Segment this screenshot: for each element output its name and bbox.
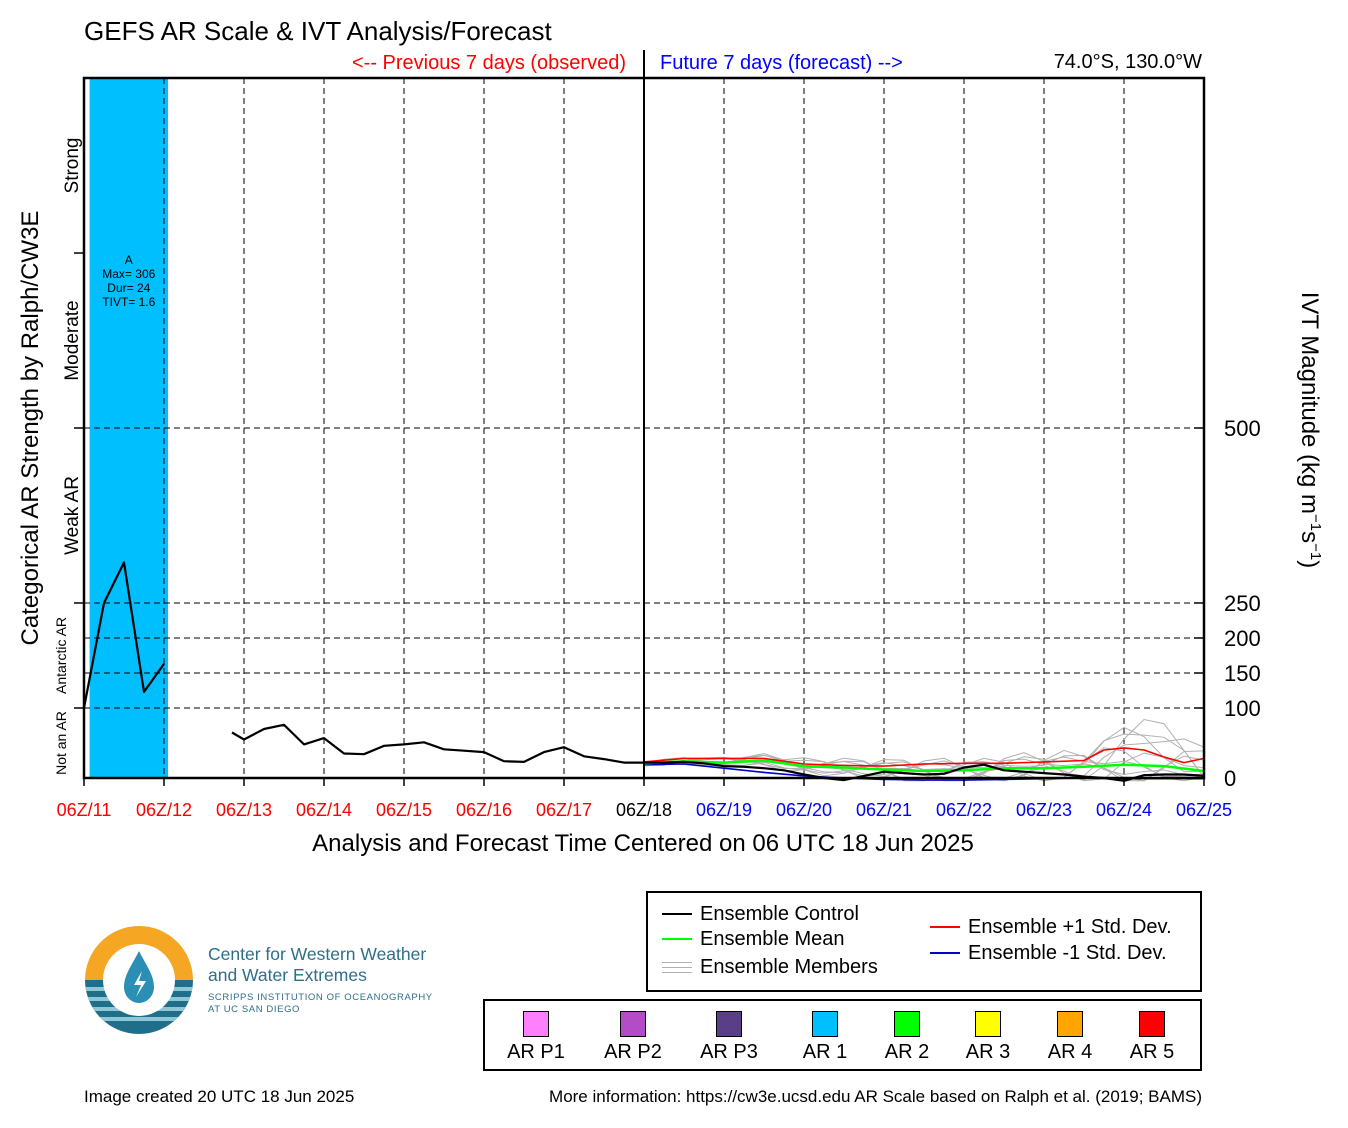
logo-subtitle: SCRIPPS INSTITUTION OF OCEANOGRAPHY AT UC… <box>208 992 433 1015</box>
legend-mean: Ensemble Mean <box>662 928 845 950</box>
y-tick-label: 0 <box>1224 766 1236 791</box>
ar-event-annotation: Max= 306 <box>102 267 155 281</box>
x-tick-label: 06Z/24 <box>1096 800 1152 820</box>
category-label: Weak AR <box>62 476 83 555</box>
ar-scale-item: AR P3 <box>694 1011 764 1063</box>
ensemble-control-line <box>231 723 1205 782</box>
x-tick-label: 06Z/14 <box>296 800 352 820</box>
y-tick-label: 200 <box>1224 626 1261 651</box>
subtitle-future: Future 7 days (forecast) --> <box>660 52 903 74</box>
x-axis-label: Analysis and Forecast Time Centered on 0… <box>312 830 974 857</box>
category-label: Strong <box>62 138 83 194</box>
ar-scale-item: AR P1 <box>501 1011 571 1063</box>
x-tick-label: 06Z/25 <box>1176 800 1232 820</box>
x-tick-label: 06Z/21 <box>856 800 912 820</box>
legend-minus-std: Ensemble -1 Std. Dev. <box>930 942 1167 964</box>
category-label: Moderate <box>62 300 83 380</box>
ar-scale-item: AR 2 <box>872 1011 942 1063</box>
right-axis-label: IVT Magnitude (kg m−1s−1) <box>1296 292 1324 569</box>
ivt-chart: GEFS AR Scale & IVT Analysis/Forecast <-… <box>17 16 1324 857</box>
y-tick-label: 150 <box>1224 661 1261 686</box>
legend-members: Ensemble Members <box>662 956 878 978</box>
x-tick-label: 06Z/13 <box>216 800 272 820</box>
x-tick-label: 06Z/15 <box>376 800 432 820</box>
ensemble-control-line <box>82 561 165 709</box>
x-tick-label: 06Z/17 <box>536 800 592 820</box>
x-tick-label: 06Z/23 <box>1016 800 1072 820</box>
ar-event-annotation: Dur= 24 <box>107 281 150 295</box>
chart-title: GEFS AR Scale & IVT Analysis/Forecast <box>84 16 552 46</box>
x-tick-label: 06Z/12 <box>136 800 192 820</box>
ensemble-1-std-dev--line <box>643 747 1205 767</box>
legend-control: Ensemble Control <box>662 903 859 925</box>
footer-more-info: More information: https://cw3e.ucsd.edu … <box>549 1087 1202 1106</box>
x-tick-label: 06Z/18 <box>616 800 672 820</box>
category-label: Not an AR <box>53 711 69 775</box>
x-tick-label: 06Z/19 <box>696 800 752 820</box>
ar-scale-item: AR 4 <box>1035 1011 1105 1063</box>
x-tick-label: 06Z/20 <box>776 800 832 820</box>
location-label: 74.0°S, 130.0°W <box>1054 51 1202 73</box>
legend-plus-std: Ensemble +1 Std. Dev. <box>930 916 1172 938</box>
ar-event-annotation: TIVT= 1.6 <box>102 295 155 309</box>
ar-scale-item: AR 3 <box>953 1011 1023 1063</box>
x-tick-label: 06Z/11 <box>57 800 112 820</box>
ensemble-mean-line <box>643 759 1205 773</box>
ar-scale-legend: AR P1 AR P2 AR P3 AR 1 AR 2 AR 3 AR 4 AR… <box>483 999 1202 1071</box>
ar-event-annotation: A <box>125 253 133 267</box>
y-tick-label: 100 <box>1224 696 1261 721</box>
ar-scale-item: AR 5 <box>1117 1011 1187 1063</box>
left-axis-label: Categorical AR Strength by Ralph/CW3E <box>17 211 44 646</box>
cw3e-logo <box>85 926 193 1034</box>
footer-created: Image created 20 UTC 18 Jun 2025 <box>84 1087 355 1106</box>
ensemble-member-line <box>643 749 1205 782</box>
y-tick-label: 250 <box>1224 591 1261 616</box>
logo-title: Center for Western Weather and Water Extr… <box>208 944 427 985</box>
y-tick-label: 500 <box>1224 416 1261 441</box>
ar-scale-item: AR 1 <box>790 1011 860 1063</box>
x-tick-label: 06Z/16 <box>456 800 512 820</box>
category-label: Antarctic AR <box>53 617 69 694</box>
ar-scale-item: AR P2 <box>598 1011 668 1063</box>
x-tick-label: 06Z/22 <box>936 800 992 820</box>
series-legend: Ensemble Control Ensemble Mean Ensemble … <box>646 891 1202 992</box>
subtitle-past: <-- Previous 7 days (observed) <box>352 52 626 74</box>
